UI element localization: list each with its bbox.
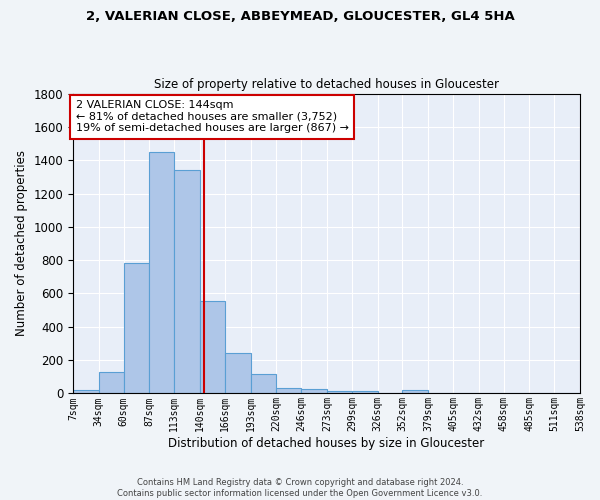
- Bar: [174, 170, 200, 394]
- X-axis label: Distribution of detached houses by size in Gloucester: Distribution of detached houses by size …: [169, 437, 485, 450]
- Y-axis label: Number of detached properties: Number of detached properties: [15, 150, 28, 336]
- Bar: [327, 391, 352, 394]
- Bar: [251, 374, 277, 394]
- Text: 2 VALERIAN CLOSE: 144sqm
← 81% of detached houses are smaller (3,752)
19% of sem: 2 VALERIAN CLOSE: 144sqm ← 81% of detach…: [76, 100, 349, 134]
- Bar: [225, 352, 251, 394]
- Bar: [149, 152, 174, 394]
- Bar: [200, 301, 225, 394]
- Bar: [277, 388, 301, 394]
- Bar: [301, 390, 327, 394]
- Bar: [352, 391, 377, 394]
- Text: Contains HM Land Registry data © Crown copyright and database right 2024.
Contai: Contains HM Land Registry data © Crown c…: [118, 478, 482, 498]
- Bar: [73, 390, 99, 394]
- Title: Size of property relative to detached houses in Gloucester: Size of property relative to detached ho…: [154, 78, 499, 91]
- Text: 2, VALERIAN CLOSE, ABBEYMEAD, GLOUCESTER, GL4 5HA: 2, VALERIAN CLOSE, ABBEYMEAD, GLOUCESTER…: [86, 10, 514, 23]
- Bar: [124, 264, 149, 394]
- Bar: [99, 372, 124, 394]
- Bar: [403, 390, 428, 394]
